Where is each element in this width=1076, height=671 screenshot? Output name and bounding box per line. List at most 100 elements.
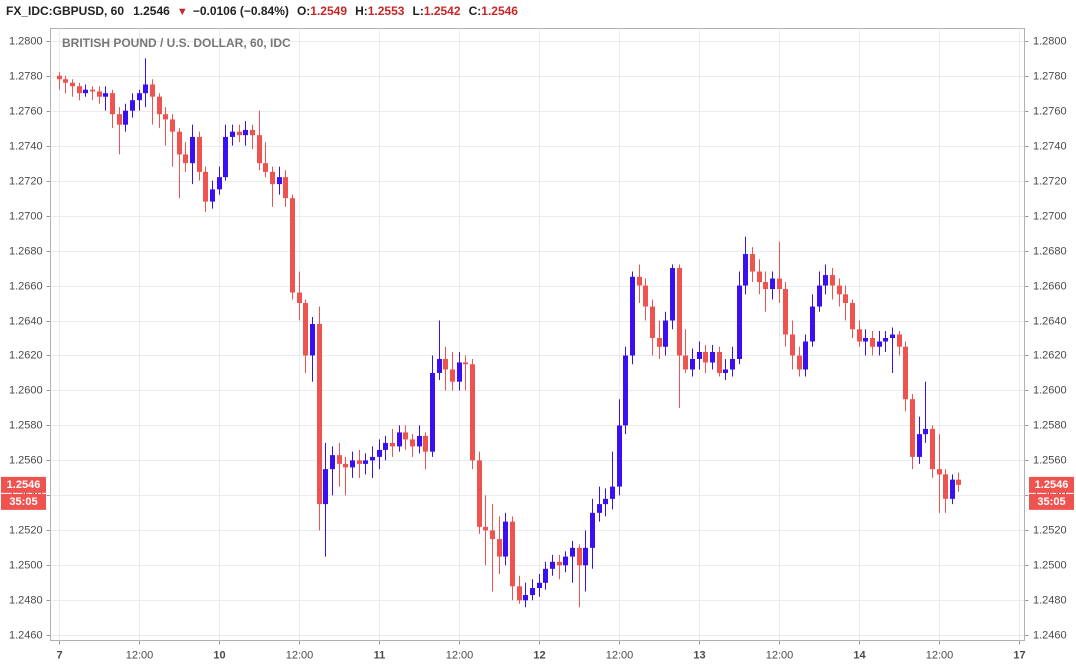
candle-body <box>657 337 662 347</box>
candle-body <box>823 275 828 286</box>
candle-body <box>543 568 548 583</box>
x-tick-label: 14 <box>853 649 866 661</box>
candle-body <box>283 177 288 199</box>
candle-body <box>743 254 748 286</box>
candle-body <box>150 84 155 97</box>
candle-body <box>223 136 228 178</box>
candle-body <box>577 547 582 566</box>
y-tick-label: 1.2780 <box>1033 70 1067 82</box>
candle-body <box>597 504 602 513</box>
y-tick-label: 1.2680 <box>9 245 43 257</box>
y-tick-label: 1.2640 <box>9 315 43 327</box>
candle-body <box>77 86 82 94</box>
candle-body <box>210 189 215 202</box>
candle-body <box>337 455 342 464</box>
candle-body <box>83 89 88 94</box>
candle-body <box>323 469 328 505</box>
symbol: FX_IDC:GBPUSD, 60 <box>6 4 124 18</box>
candle-body <box>763 282 768 290</box>
x-tick-label: 7 <box>56 649 62 661</box>
y-tick-label: 1.2480 <box>1033 594 1067 606</box>
y-tick-label: 1.2700 <box>9 210 43 222</box>
watermark-title: BRITISH POUND / U.S. DOLLAR, 60, IDC <box>62 36 291 50</box>
y-tick-label: 1.2760 <box>9 105 43 117</box>
candle-body <box>203 171 208 202</box>
candle-body <box>623 355 628 426</box>
candle-body <box>143 84 148 94</box>
x-tick-label: 10 <box>213 649 225 661</box>
candle-body <box>803 341 808 370</box>
y-tick-label: 1.2760 <box>1033 105 1067 117</box>
candle-body <box>177 131 182 155</box>
candle-body <box>783 289 788 335</box>
candle-body <box>110 93 115 115</box>
y-tick-label: 1.2720 <box>9 175 43 187</box>
y-tick-label: 1.2740 <box>9 140 43 152</box>
candle-body <box>470 364 475 461</box>
candle-body <box>870 337 875 347</box>
candle-body <box>690 358 695 370</box>
candle-body <box>590 512 595 548</box>
y-tick-label: 1.2620 <box>9 349 43 361</box>
candle-body <box>330 455 335 470</box>
x-tick-label: 12 <box>533 649 545 661</box>
candle-body <box>137 93 142 101</box>
y-tick-label: 1.2460 <box>1033 629 1067 641</box>
candle-body <box>530 588 535 596</box>
candle-body <box>403 432 408 440</box>
candle-body <box>190 136 195 164</box>
price-tag-right-label: 1.2546 <box>1035 479 1069 491</box>
candle-body <box>90 89 95 92</box>
candle-body <box>290 198 295 293</box>
candle-body <box>350 460 355 468</box>
candle-body <box>217 177 222 190</box>
candle-body <box>237 131 242 136</box>
y-tick-label: 1.2800 <box>1033 35 1067 47</box>
y-tick-label: 1.2480 <box>9 594 43 606</box>
candle-body <box>317 324 322 505</box>
candle-body <box>943 474 948 499</box>
open-label: O: <box>297 4 310 18</box>
candle-body <box>363 460 368 464</box>
y-tick-label: 1.2800 <box>9 35 43 47</box>
y-tick-label: 1.2640 <box>1033 315 1067 327</box>
y-tick-label: 1.2780 <box>9 70 43 82</box>
candle-body <box>710 351 715 363</box>
candle-body <box>830 275 835 286</box>
candle-body <box>450 369 455 382</box>
candle-body <box>550 561 555 569</box>
candle-body <box>537 582 542 589</box>
candle-body <box>677 268 682 356</box>
candle-body <box>157 96 162 115</box>
x-tick-label: 13 <box>693 649 705 661</box>
candle-body <box>670 268 675 321</box>
candle-body <box>797 355 802 370</box>
candle-body <box>557 561 562 566</box>
candle-body <box>930 428 935 470</box>
price-tag-left <box>1 476 46 493</box>
price-tag-right-countdown-bg <box>1029 493 1074 510</box>
header: FX_IDC:GBPUSD, 60 1.2546 ▼ −0.0106 (−0.8… <box>6 4 518 18</box>
x-tick-label: 12:00 <box>446 649 474 661</box>
candle-body <box>610 486 615 499</box>
countdown: 35:05 <box>9 496 37 508</box>
candle-body <box>423 435 428 452</box>
candle-body <box>850 303 855 330</box>
candle-body <box>503 521 508 557</box>
candle-body <box>490 530 495 540</box>
candle-body <box>857 329 862 342</box>
candle-body <box>877 341 882 347</box>
candle-body <box>377 449 382 457</box>
x-tick-label: 12:00 <box>126 649 154 661</box>
candle-body <box>790 334 795 356</box>
price-tag-left-countdown-bg <box>1 493 46 510</box>
y-tick-label: 1.2460 <box>9 629 43 641</box>
price-tag-left-label: 1.2546 <box>7 479 41 491</box>
plot-frame <box>50 28 1025 641</box>
candle-body <box>903 346 908 400</box>
low-label: L: <box>413 4 424 18</box>
candle-body <box>297 292 302 304</box>
high-label: H: <box>355 4 368 18</box>
candle-body <box>430 372 435 452</box>
